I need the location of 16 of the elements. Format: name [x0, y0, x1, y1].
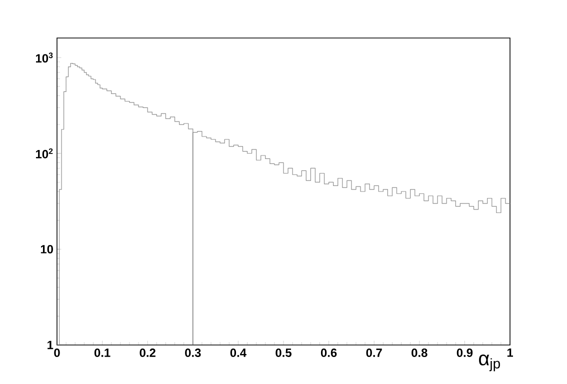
x-tick-label: 1: [507, 348, 513, 357]
x-tick-label: 0.3: [185, 348, 201, 358]
y-tick-label: 10$^{3}$: [36, 52, 53, 63]
x-tick-label: 0.7: [366, 348, 382, 357]
y-tick-label: 1: [48, 340, 54, 350]
x-axis-title: α$_{jp}$: [479, 354, 500, 372]
x-tick-label: 0.6: [320, 348, 337, 357]
x-tick-label: 0: [54, 348, 60, 357]
x-tick-label: 0.8: [412, 348, 428, 357]
x-tick-label: 0.9: [456, 348, 473, 357]
y-tick-label: 10: [40, 244, 53, 254]
y-tick-label: 10$^{2}$: [36, 148, 53, 158]
x-tick-label: 0.2: [140, 348, 156, 357]
x-tick-label: 0.5: [276, 348, 292, 357]
x-tick-label: 0.1: [94, 348, 110, 357]
x-tick-label: 0.4: [230, 348, 246, 357]
